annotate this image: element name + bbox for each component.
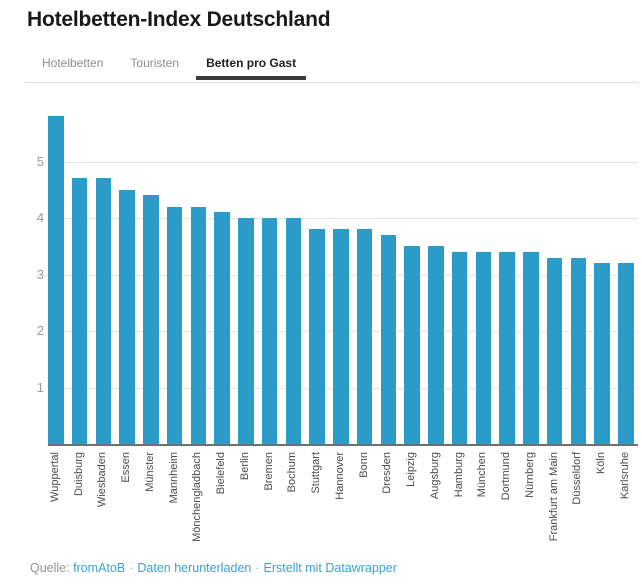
bar-duisburg[interactable] <box>71 178 88 444</box>
y-tick-label-3: 3 <box>36 267 44 282</box>
x-axis-line <box>48 444 638 446</box>
bar-berlin[interactable] <box>238 218 254 444</box>
footer-link-fromatob[interactable]: fromAtoB <box>73 561 126 575</box>
x-axis-label-dresden: Dresden <box>381 452 394 494</box>
x-axis-label-moenchengladbach: Mönchengladbach <box>191 452 204 542</box>
x-axis-label-bielefeld: Bielefeld <box>215 452 227 495</box>
x-axis-label-nuernberg: Nürnberg <box>523 452 536 498</box>
x-axis-label-wuppertal: Wuppertal <box>48 452 61 502</box>
x-axis-label-karlsruhe: Karlsruhe <box>618 452 631 500</box>
bar-bonn[interactable] <box>356 229 373 444</box>
bar-essen[interactable] <box>119 189 135 444</box>
footer-link-erstellt-mit-datawrapper[interactable]: Erstellt mit Datawrapper <box>263 561 397 575</box>
footer-link-daten-herunterladen[interactable]: Daten herunterladen <box>137 561 252 575</box>
footer-separator: · <box>255 561 260 575</box>
gridline-5 <box>48 162 638 163</box>
bar-nuernberg[interactable] <box>523 251 539 444</box>
x-axis-label-essen: Essen <box>120 452 132 483</box>
bar-leipzig[interactable] <box>404 246 420 444</box>
x-axis-label-bremen: Bremen <box>262 452 275 491</box>
tab-hotelbetten[interactable]: Hotelbetten <box>42 56 104 70</box>
bar-mannheim[interactable] <box>166 206 183 444</box>
tab-divider <box>25 82 638 83</box>
bar-bremen[interactable] <box>261 218 278 444</box>
x-axis-label-berlin: Berlin <box>238 452 251 481</box>
bar-frankfurt-am-main[interactable] <box>546 257 563 444</box>
y-tick-label-4: 4 <box>36 210 44 225</box>
source-label: Quelle: <box>30 561 70 575</box>
tab-touristen[interactable]: Touristen <box>130 56 180 70</box>
x-axis-label-hannover: Hannover <box>333 452 346 500</box>
bar-augsburg[interactable] <box>428 246 444 444</box>
bar-dortmund[interactable] <box>499 251 515 444</box>
x-axis-label-leipzig: Leipzig <box>405 452 417 487</box>
x-axis-label-stuttgart: Stuttgart <box>310 452 322 494</box>
gridline-4 <box>48 218 638 219</box>
x-axis-label-augsburg: Augsburg <box>428 452 441 500</box>
x-axis-label-hamburg: Hamburg <box>452 452 465 498</box>
footer-separator: · <box>129 561 134 575</box>
x-axis-label-duisburg: Duisburg <box>72 452 85 497</box>
tab-bar: Hotelbetten Touristen Betten pro Gast <box>42 56 307 80</box>
bar-stuttgart[interactable] <box>309 229 325 444</box>
tab-betten-pro-gast[interactable]: Betten pro Gast <box>196 56 307 80</box>
x-axis-label-frankfurt-am-main: Frankfurt am Main <box>547 452 560 542</box>
x-axis-label-muenchen: München <box>476 452 489 498</box>
x-axis-label-bonn: Bonn <box>357 452 370 478</box>
bar-karlsruhe[interactable] <box>618 263 634 444</box>
bar-wuppertal[interactable] <box>48 116 64 444</box>
y-tick-label-2: 2 <box>36 323 44 338</box>
x-axis-label-dortmund: Dortmund <box>500 452 512 501</box>
bar-hamburg[interactable] <box>451 251 468 444</box>
bar-koeln[interactable] <box>594 263 610 444</box>
bar-bielefeld[interactable] <box>214 212 230 444</box>
x-axis-label-duesseldorf: Düsseldorf <box>571 452 584 505</box>
bar-hannover[interactable] <box>333 229 349 444</box>
x-axis-label-wiesbaden: Wiesbaden <box>96 452 109 508</box>
x-axis-label-koeln: Köln <box>595 452 607 475</box>
bar-wiesbaden[interactable] <box>95 178 111 444</box>
bar-bochum[interactable] <box>285 218 301 444</box>
x-axis-label-bochum: Bochum <box>286 452 299 493</box>
x-axis-label-muenster: Münster <box>143 452 156 492</box>
page-title: Hotelbetten-Index Deutschland <box>27 8 331 31</box>
chart-footer: Quelle: fromAtoB · Daten herunterladen · Ers… <box>30 561 397 575</box>
bar-muenchen[interactable] <box>475 251 491 444</box>
bar-dresden[interactable] <box>380 234 396 444</box>
bar-moenchengladbach[interactable] <box>190 206 206 444</box>
y-tick-label-1: 1 <box>36 380 44 395</box>
bar-muenster[interactable] <box>143 195 159 444</box>
x-axis-label-mannheim: Mannheim <box>167 452 180 504</box>
bar-duesseldorf[interactable] <box>570 257 586 444</box>
y-tick-label-5: 5 <box>36 154 44 169</box>
